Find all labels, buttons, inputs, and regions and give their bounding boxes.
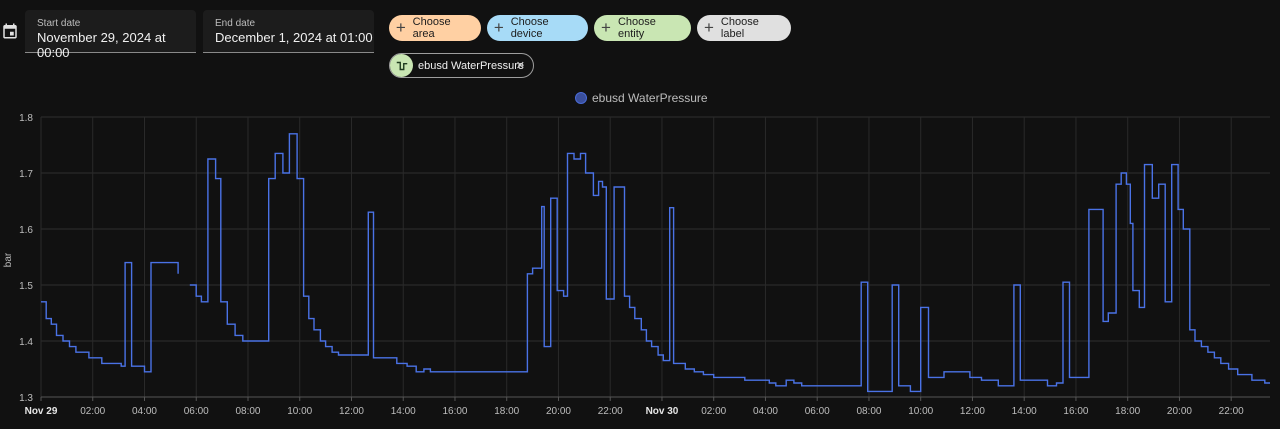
x-tick-label: Nov 29	[25, 406, 58, 417]
series-line-water-pressure[interactable]	[189, 133, 1270, 393]
x-tick-label: 20:00	[1167, 406, 1192, 417]
x-tick-label: 12:00	[339, 406, 364, 417]
x-tick-label: 12:00	[960, 406, 985, 417]
close-icon[interactable]: ✕	[515, 60, 525, 72]
chart-legend[interactable]: ebusd WaterPressure	[575, 91, 708, 105]
choose-device-label: Choose device	[510, 16, 549, 40]
x-tick-label: 08:00	[235, 406, 260, 417]
x-tick-label: 18:00	[1115, 406, 1140, 417]
waves-arrow-icon	[390, 54, 413, 77]
x-tick-label: 04:00	[753, 406, 778, 417]
choose-area-button[interactable]: + Choose area	[389, 15, 481, 41]
x-tick-label: 16:00	[442, 406, 467, 417]
x-tick-label: 02:00	[80, 406, 105, 417]
x-tick-label: 08:00	[856, 406, 881, 417]
x-tick-label: 04:00	[132, 406, 157, 417]
x-tick-label: 22:00	[598, 406, 623, 417]
x-tick-label: 18:00	[494, 406, 519, 417]
series-lines	[41, 133, 1270, 393]
water-pressure-chart: 1.3 1.4 1.5 1.6 1.7 1.8 Nov 29 02:00 04:00 06:00…	[3, 113, 1270, 417]
y-tick-label: 1.7	[19, 169, 33, 180]
x-tick-label: 02:00	[701, 406, 726, 417]
plus-icon: +	[601, 18, 611, 37]
start-date-label: Start date	[37, 18, 81, 29]
selected-entity-chip[interactable]: ebusd WaterPressure ✕	[389, 53, 534, 78]
y-tick-label: 1.5	[19, 281, 33, 292]
x-tick-label: 06:00	[805, 406, 830, 417]
x-tick-label: 14:00	[1012, 406, 1037, 417]
y-tick-label: 1.4	[19, 337, 33, 348]
x-tick-label: Nov 30	[646, 406, 679, 417]
x-tick-label: 06:00	[184, 406, 209, 417]
end-date-field[interactable]: End date December 1, 2024 at 01:00	[203, 10, 374, 53]
choose-entity-button[interactable]: + Choose entity	[594, 15, 691, 41]
x-tick-label: 20:00	[546, 406, 571, 417]
plus-icon: +	[395, 18, 406, 37]
choose-device-button[interactable]: + Choose device	[487, 15, 588, 41]
y-axis-ticks: 1.3 1.4 1.5 1.6 1.7 1.8	[19, 113, 33, 404]
x-tick-label: 10:00	[908, 406, 933, 417]
x-tick-label: 10:00	[287, 406, 312, 417]
choose-area-label: Choose area	[412, 16, 451, 40]
y-tick-label: 1.3	[19, 393, 33, 404]
y-tick-label: 1.6	[19, 225, 33, 236]
y-axis-label: bar	[3, 252, 14, 267]
choose-label-label: Choose label	[720, 16, 759, 40]
end-date-label: End date	[215, 18, 256, 29]
series-line-water-pressure[interactable]	[41, 261, 179, 373]
x-axis-ticks: Nov 29 02:00 04:00 06:00 08:00 10:00 12:00 14:0…	[25, 406, 1245, 417]
y-tick-label: 1.8	[19, 113, 33, 124]
start-date-value: November 29, 2024 at 00:00	[37, 30, 166, 60]
end-date-value: December 1, 2024 at 01:00	[215, 30, 373, 45]
plus-icon: +	[703, 18, 714, 37]
x-tick-label: 14:00	[391, 406, 416, 417]
calendar-icon[interactable]	[1, 22, 19, 40]
chart-grid	[40, 116, 1270, 401]
plus-icon: +	[493, 18, 504, 37]
legend-swatch	[575, 92, 587, 104]
selected-entity-name: ebusd WaterPressure	[418, 59, 524, 72]
choose-entity-label: Choose entity	[617, 16, 656, 40]
x-tick-label: 16:00	[1063, 406, 1088, 417]
legend-label: ebusd WaterPressure	[592, 91, 708, 105]
start-date-field[interactable]: Start date November 29, 2024 at 00:00	[25, 10, 196, 60]
choose-label-button[interactable]: + Choose label	[697, 15, 791, 41]
x-tick-label: 22:00	[1219, 406, 1244, 417]
